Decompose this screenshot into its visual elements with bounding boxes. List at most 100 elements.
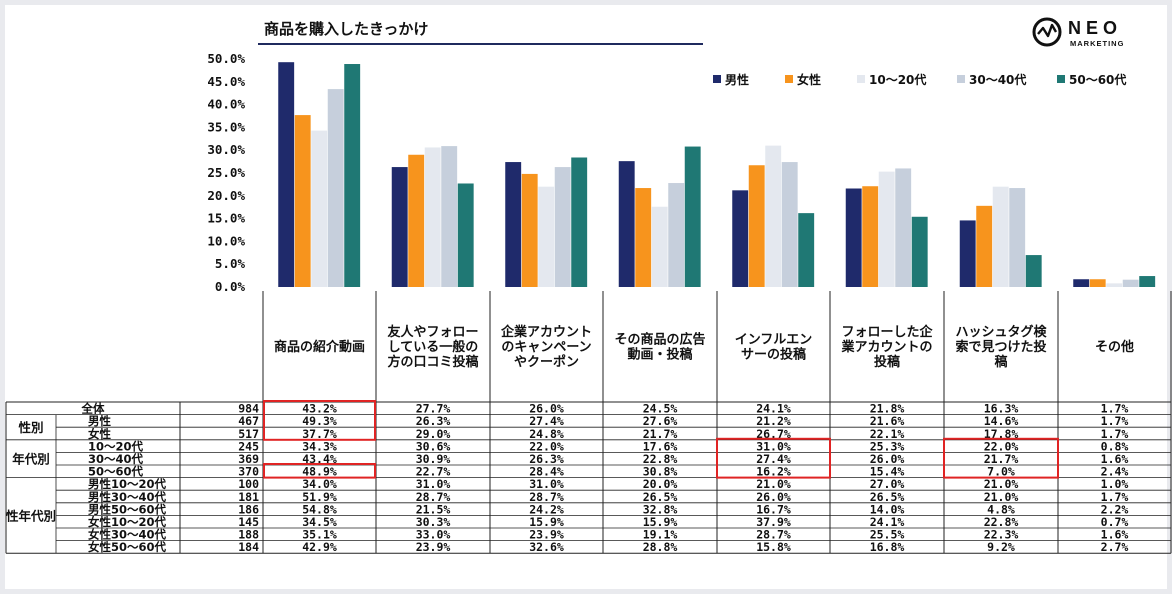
cell-value: 28.4%	[529, 465, 564, 479]
cell-value: 2.7%	[1101, 540, 1129, 554]
cell-value: 15.9%	[529, 515, 564, 529]
cell-value: 22.1%	[870, 427, 905, 441]
cell-value: 25.3%	[870, 439, 905, 453]
row-n: 145	[238, 515, 259, 529]
cell-value: 15.4%	[870, 465, 905, 479]
y-tick-label: 5.0%	[215, 256, 246, 271]
cell-value: 24.2%	[529, 502, 564, 516]
cell-value: 21.7%	[984, 452, 1019, 466]
cell-value: 43.4%	[302, 452, 337, 466]
cell-value: 28.7%	[416, 490, 451, 504]
cell-value: 31.0%	[529, 477, 564, 491]
legend-label: 男性	[725, 72, 749, 87]
cell-value: 21.8%	[870, 402, 905, 416]
bar-7-4	[1009, 188, 1026, 287]
cell-value: 16.8%	[870, 540, 905, 554]
row-label: 女性50～60代	[88, 540, 167, 554]
category-label: 業アカウントの	[840, 339, 932, 355]
bar-5-1	[732, 190, 749, 287]
cell-value: 43.2%	[302, 402, 337, 416]
cell-value: 30.3%	[416, 515, 451, 529]
cell-value: 27.7%	[416, 402, 451, 416]
cell-value: 31.0%	[416, 477, 451, 491]
cell-value: 42.9%	[302, 540, 337, 554]
bar-6-1	[845, 188, 862, 287]
bar-4-5	[684, 146, 701, 287]
cell-value: 37.7%	[302, 427, 337, 441]
row-n: 245	[238, 439, 259, 453]
cell-value: 15.9%	[643, 515, 678, 529]
bar-6-3	[878, 171, 895, 287]
category-label: 稿	[994, 354, 1007, 370]
bar-4-2	[635, 188, 652, 287]
row-label: 50～60代	[88, 465, 144, 479]
logo-name: NEO	[1068, 18, 1122, 38]
row-n: 186	[238, 502, 259, 516]
y-tick-label: 20.0%	[207, 188, 245, 203]
cell-value: 24.5%	[643, 402, 678, 416]
bar-6-4	[895, 168, 912, 287]
cell-value: 26.3%	[529, 452, 564, 466]
category-label: 企業アカウント	[500, 324, 592, 340]
bar-1-4	[327, 89, 344, 287]
bar-5-2	[748, 165, 765, 287]
cell-value: 26.5%	[870, 490, 905, 504]
row-n: 370	[238, 465, 259, 479]
cell-value: 1.0%	[1101, 477, 1129, 491]
legend-swatch	[1057, 75, 1065, 83]
cell-value: 23.9%	[416, 540, 451, 554]
cell-value: 29.0%	[416, 427, 451, 441]
cell-value: 23.9%	[529, 528, 564, 542]
bar-7-2	[976, 205, 993, 287]
row-label: 女性	[88, 427, 111, 441]
cell-value: 20.0%	[643, 477, 678, 491]
cell-value: 25.5%	[870, 528, 905, 542]
cell-value: 27.4%	[529, 414, 564, 428]
cell-value: 7.0%	[987, 465, 1015, 479]
bar-5-4	[781, 162, 798, 287]
legend-swatch	[957, 75, 965, 83]
row-n: 184	[238, 540, 259, 554]
cell-value: 27.6%	[643, 414, 678, 428]
row-label: 全体	[81, 402, 105, 416]
y-tick-label: 0.0%	[215, 279, 246, 294]
cell-value: 17.8%	[984, 427, 1019, 441]
row-n: 467	[238, 414, 259, 428]
bar-4-1	[618, 161, 635, 287]
bar-chart: 50.0% 45.0% 40.0% 35.0% 30.0% 25.0% 20.0% 15.0%…	[207, 51, 1156, 294]
legend-swatch	[713, 75, 721, 83]
cell-value: 22.8%	[643, 452, 678, 466]
y-tick-label: 30.0%	[207, 142, 245, 157]
highlight-box	[716, 437, 831, 479]
cell-value: 30.6%	[416, 439, 451, 453]
cell-value: 30.9%	[416, 452, 451, 466]
category-label: のキャンペーン	[501, 340, 591, 355]
bar-6-5	[911, 216, 928, 287]
cell-value: 14.0%	[870, 502, 905, 516]
cell-value: 34.3%	[302, 439, 337, 453]
cell-value: 28.7%	[756, 528, 791, 542]
cell-value: 21.2%	[756, 414, 791, 428]
cell-value: 1.7%	[1101, 427, 1129, 441]
cell-value: 26.7%	[756, 427, 791, 441]
bar-2-5	[457, 183, 474, 287]
cell-value: 2.2%	[1101, 502, 1129, 516]
cell-value: 26.5%	[643, 490, 678, 504]
row-n: 369	[238, 452, 259, 466]
cell-value: 1.7%	[1101, 414, 1129, 428]
group-label: 性年代別	[5, 508, 56, 523]
cell-value: 2.4%	[1101, 465, 1129, 479]
row-n: 100	[238, 477, 259, 491]
bar-3-1	[505, 162, 522, 287]
cell-value: 22.7%	[416, 465, 451, 479]
cell-value: 21.6%	[870, 414, 905, 428]
cell-value: 49.3%	[302, 414, 337, 428]
y-tick-label: 50.0%	[207, 51, 245, 66]
cell-value: 14.6%	[984, 414, 1019, 428]
category-label: その商品の広告	[614, 332, 705, 348]
cell-value: 4.8%	[987, 502, 1015, 516]
group-label: 年代別	[12, 452, 50, 467]
bar-8-2	[1089, 279, 1106, 287]
cell-value: 32.8%	[643, 502, 678, 516]
cell-value: 19.1%	[643, 528, 678, 542]
